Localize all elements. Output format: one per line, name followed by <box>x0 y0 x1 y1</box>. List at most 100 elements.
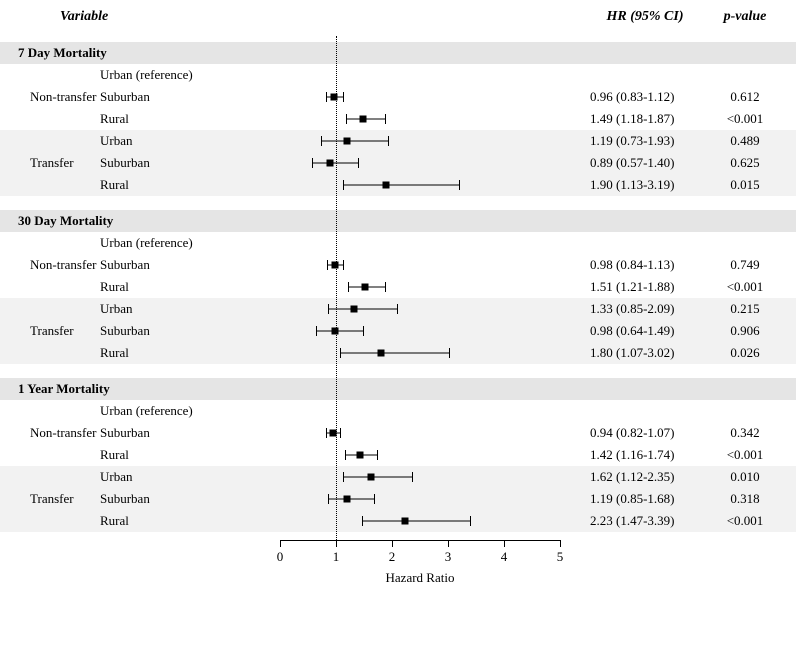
table-row: Non-transferSuburban 0.94 (0.82-1.07)0.34… <box>0 422 796 444</box>
ci-cap-low <box>328 494 329 504</box>
ci-cap-high <box>343 92 344 102</box>
ci-cap-high <box>388 136 389 146</box>
plot-inner <box>280 510 560 532</box>
p-value: 0.342 <box>710 425 780 441</box>
ci-cap-high <box>374 494 375 504</box>
p-value: <0.001 <box>710 447 780 463</box>
point-marker <box>351 306 358 313</box>
ci-line <box>328 499 374 500</box>
subgroup-label: Rural <box>100 345 260 361</box>
axis-line <box>280 540 560 541</box>
ci-cap-high <box>377 450 378 460</box>
forest-plot-container: Variable HR (95% CI) p-value 7 Day Morta… <box>0 0 796 654</box>
ci-cap-low <box>327 260 328 270</box>
point-marker <box>329 430 336 437</box>
p-value: 0.318 <box>710 491 780 507</box>
ci-cap-high <box>343 260 344 270</box>
ci-cap-low <box>321 136 322 146</box>
ci-line <box>343 185 458 186</box>
plot-body: 7 Day MortalityUrban (reference)Non-tran… <box>0 28 796 532</box>
subgroup-label: Urban <box>100 301 260 317</box>
plot-inner <box>280 488 560 510</box>
ci-cap-high <box>363 326 364 336</box>
subgroup-label: Suburban <box>100 323 260 339</box>
hr-text: 0.98 (0.84-1.13) <box>580 257 710 273</box>
point-marker <box>343 496 350 503</box>
subgroup-label: Urban (reference) <box>100 235 260 251</box>
hr-text: 1.90 (1.13-3.19) <box>580 177 710 193</box>
hr-text: 0.94 (0.82-1.07) <box>580 425 710 441</box>
ci-cap-low <box>316 326 317 336</box>
axis-tick-label: 2 <box>389 549 396 565</box>
plot-inner <box>280 64 560 86</box>
table-row: Urban1.62 (1.12-2.35)0.010 <box>0 466 796 488</box>
subgroup-label: Urban (reference) <box>100 403 260 419</box>
axis-tick <box>392 540 393 547</box>
point-marker <box>383 182 390 189</box>
point-marker <box>361 284 368 291</box>
ci-line <box>312 163 358 164</box>
plot-inner <box>280 86 560 108</box>
axis-tick-label: 1 <box>333 549 340 565</box>
plot-inner <box>280 466 560 488</box>
subgroup-label: Rural <box>100 177 260 193</box>
point-marker <box>367 474 374 481</box>
table-row: TransferSuburban0.98 (0.64-1.49)0.906 <box>0 320 796 342</box>
subgroup-label: Urban <box>100 133 260 149</box>
axis-tick <box>336 540 337 547</box>
table-row: Rural1.42 (1.16-1.74)<0.001 <box>0 444 796 466</box>
plot-inner <box>280 232 560 254</box>
p-value: 0.906 <box>710 323 780 339</box>
plot-inner <box>280 444 560 466</box>
plot-cell <box>260 342 580 364</box>
point-marker <box>343 138 350 145</box>
plot-cell <box>260 152 580 174</box>
plot-inner <box>280 276 560 298</box>
table-row: TransferSuburban0.89 (0.57-1.40)0.625 <box>0 152 796 174</box>
ci-cap-low <box>343 180 344 190</box>
ci-cap-low <box>348 282 349 292</box>
p-value: <0.001 <box>710 111 780 127</box>
hr-text: 2.23 (1.47-3.39) <box>580 513 710 529</box>
subgroup-label: Suburban <box>100 155 260 171</box>
ci-cap-high <box>459 180 460 190</box>
subgroup-label: Suburban <box>100 257 260 273</box>
p-value: 0.625 <box>710 155 780 171</box>
p-value: <0.001 <box>710 279 780 295</box>
subgroup-label: Rural <box>100 513 260 529</box>
subgroup-label: Rural <box>100 111 260 127</box>
subgroup-label: Suburban <box>100 425 260 441</box>
hr-text: 0.98 (0.64-1.49) <box>580 323 710 339</box>
ci-cap-low <box>326 92 327 102</box>
header-variable: Variable <box>60 9 260 25</box>
table-row: Non-transferSuburban0.96 (0.83-1.12)0.61… <box>0 86 796 108</box>
ci-cap-high <box>470 516 471 526</box>
plot-cell <box>260 320 580 342</box>
section-title: 7 Day Mortality <box>0 42 796 64</box>
plot-inner <box>280 400 560 422</box>
ci-cap-high <box>412 472 413 482</box>
table-row: Rural2.23 (1.47-3.39)<0.001 <box>0 510 796 532</box>
group-label: Non-transfer <box>0 425 100 441</box>
plot-inner <box>280 422 560 444</box>
plot-inner <box>280 152 560 174</box>
group-label: Non-transfer <box>0 89 100 105</box>
subgroup-label: Rural <box>100 279 260 295</box>
point-marker <box>326 160 333 167</box>
plot-cell <box>260 64 580 86</box>
subgroup-label: Suburban <box>100 89 260 105</box>
plot-cell <box>260 444 580 466</box>
table-row: TransferSuburban1.19 (0.85-1.68)0.318 <box>0 488 796 510</box>
point-marker <box>330 94 337 101</box>
plot-cell <box>260 488 580 510</box>
table-row: Urban1.19 (0.73-1.93)0.489 <box>0 130 796 152</box>
hr-text: 1.51 (1.21-1.88) <box>580 279 710 295</box>
axis-tick-label: 3 <box>445 549 452 565</box>
axis-tick-label: 0 <box>277 549 284 565</box>
axis-tick-label: 5 <box>557 549 564 565</box>
table-row: Urban (reference) <box>0 232 796 254</box>
header-p: p-value <box>710 9 780 25</box>
p-value: 0.015 <box>710 177 780 193</box>
ci-cap-low <box>343 472 344 482</box>
ci-cap-high <box>358 158 359 168</box>
